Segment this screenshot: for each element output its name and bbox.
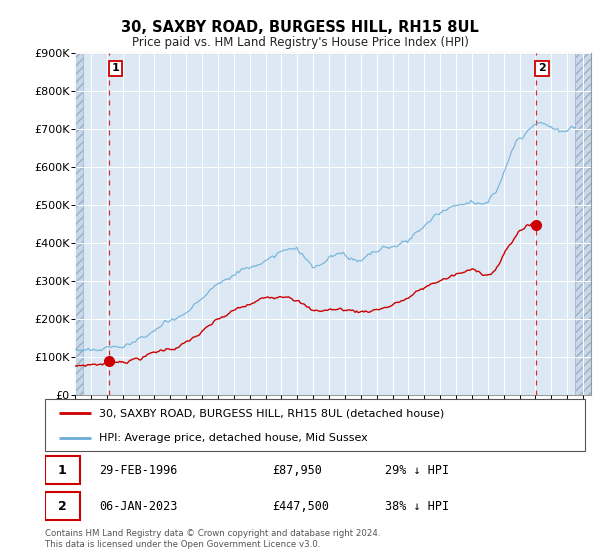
Text: Contains HM Land Registry data © Crown copyright and database right 2024.
This d: Contains HM Land Registry data © Crown c… — [45, 529, 380, 549]
Text: £87,950: £87,950 — [272, 464, 322, 477]
Bar — [575, 53, 591, 395]
Text: 38% ↓ HPI: 38% ↓ HPI — [385, 500, 449, 513]
FancyBboxPatch shape — [45, 399, 585, 451]
Bar — [75, 53, 83, 395]
Text: £447,500: £447,500 — [272, 500, 329, 513]
Text: 06-JAN-2023: 06-JAN-2023 — [99, 500, 178, 513]
Text: HPI: Average price, detached house, Mid Sussex: HPI: Average price, detached house, Mid … — [99, 433, 368, 443]
Text: 30, SAXBY ROAD, BURGESS HILL, RH15 8UL: 30, SAXBY ROAD, BURGESS HILL, RH15 8UL — [121, 20, 479, 35]
Text: 30, SAXBY ROAD, BURGESS HILL, RH15 8UL (detached house): 30, SAXBY ROAD, BURGESS HILL, RH15 8UL (… — [99, 408, 444, 418]
Text: 2: 2 — [538, 63, 546, 73]
Text: 1: 1 — [112, 63, 119, 73]
FancyBboxPatch shape — [45, 456, 80, 484]
FancyBboxPatch shape — [45, 492, 80, 520]
Text: 29% ↓ HPI: 29% ↓ HPI — [385, 464, 449, 477]
Text: Price paid vs. HM Land Registry's House Price Index (HPI): Price paid vs. HM Land Registry's House … — [131, 36, 469, 49]
Text: 1: 1 — [58, 464, 67, 477]
Text: 29-FEB-1996: 29-FEB-1996 — [99, 464, 178, 477]
Text: 2: 2 — [58, 500, 67, 513]
